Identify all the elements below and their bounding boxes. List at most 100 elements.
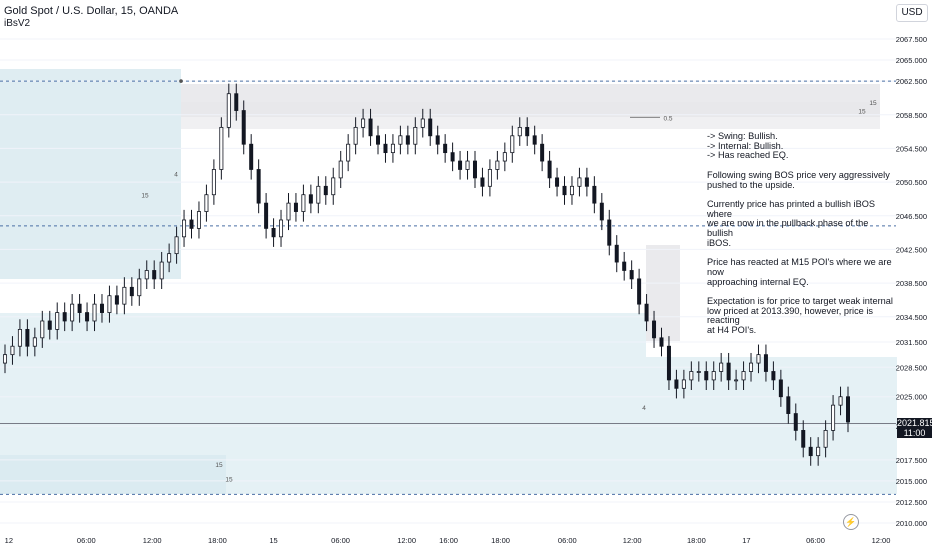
candle-down <box>458 160 463 170</box>
candle-down <box>525 126 530 137</box>
candle-down <box>771 371 776 381</box>
y-tick-label: 2058.500 <box>896 111 927 120</box>
candle-up <box>413 126 418 145</box>
candle-down <box>562 185 567 196</box>
candle-down <box>801 430 806 448</box>
candle-down <box>793 413 798 431</box>
candle-down <box>256 169 261 204</box>
candle-down <box>592 185 597 204</box>
x-tick-label: 18:00 <box>208 536 227 545</box>
currency-button[interactable]: USD <box>896 4 928 22</box>
y-tick-label: 2031.500 <box>896 338 927 347</box>
candle-down <box>644 303 649 322</box>
candle-up <box>137 278 142 297</box>
candle-up <box>353 126 358 145</box>
y-axis: 2010.0002012.5002015.0002017.5002021.500… <box>896 0 932 550</box>
lightning-icon[interactable]: ⚡ <box>843 514 859 530</box>
candle-down <box>846 396 851 423</box>
y-tick-label: 2054.500 <box>896 144 927 153</box>
y-tick-label: 2015.000 <box>896 477 927 486</box>
candles-layer <box>3 79 851 466</box>
candle-down <box>622 261 627 271</box>
last-price-time: 11:00 <box>903 428 926 438</box>
candle-down <box>659 337 664 347</box>
analysis-notes: -> Swing: Bullish. -> Internal: Bullish. -… <box>707 131 893 345</box>
zone-label: 15 <box>141 193 149 200</box>
candle-up <box>182 219 187 238</box>
candle-up <box>32 337 37 347</box>
zone-grey-mid <box>181 102 880 129</box>
candle-up <box>55 312 60 330</box>
candle-up <box>569 185 574 196</box>
candle-up <box>719 362 724 372</box>
candle-up <box>301 194 306 212</box>
candle-down <box>85 312 90 322</box>
note-paragraph: Currently price has printed a bullish iB… <box>707 199 893 249</box>
candle-down <box>614 244 619 263</box>
candle-up <box>167 253 172 263</box>
candle-up <box>502 152 507 162</box>
candle-down <box>323 185 328 196</box>
candle-down <box>264 202 269 229</box>
candle-down <box>62 312 67 322</box>
y-tick-label: 2034.500 <box>896 313 927 322</box>
candle-up <box>510 135 515 154</box>
candle-down <box>249 143 254 170</box>
zone-label: 15 <box>858 109 866 116</box>
y-tick-label: 2050.500 <box>896 178 927 187</box>
note-paragraph: Following swing BOS price very aggressiv… <box>707 169 893 190</box>
note-line: -> Internal: Bullish. <box>707 140 784 151</box>
candle-up <box>316 185 321 204</box>
note-line: low priced at 2013.390, however, price i… <box>707 305 873 326</box>
note-line: we are now in the pullback phase of the … <box>707 218 869 238</box>
y-tick-label: 2042.500 <box>896 245 927 254</box>
last-price-value: 2021.815 <box>897 418 932 428</box>
candle-down <box>443 143 448 154</box>
candle-down <box>47 320 52 330</box>
candle-down <box>428 118 433 137</box>
x-tick-label: 16:00 <box>439 536 458 545</box>
candle-up <box>465 160 470 170</box>
note-line: Following swing BOS price very aggressiv… <box>707 169 890 180</box>
candle-down <box>704 371 709 381</box>
candle-up <box>495 160 500 170</box>
zone-label: 15 <box>215 462 223 469</box>
candle-up <box>420 118 425 128</box>
candle-down <box>152 270 157 280</box>
candle-down <box>435 135 440 145</box>
candle-down <box>189 219 194 229</box>
indicator-label[interactable]: iBsV2 <box>4 18 31 29</box>
candle-up <box>331 177 336 196</box>
y-tick-label: 2067.500 <box>896 35 927 44</box>
candle-up <box>756 354 761 364</box>
candle-up <box>174 236 179 255</box>
candle-down <box>547 160 552 179</box>
candle-up <box>398 135 403 145</box>
candle-up <box>517 126 522 137</box>
candle-down <box>652 320 657 339</box>
y-tick-label: 2038.500 <box>896 279 927 288</box>
candle-up <box>40 320 45 339</box>
candle-down <box>629 270 634 280</box>
y-tick-label: 2012.500 <box>896 498 927 507</box>
candle-up <box>122 286 127 305</box>
candle-up <box>689 371 694 381</box>
candle-up <box>338 160 343 179</box>
x-tick-label: 06:00 <box>558 536 577 545</box>
candle-down <box>368 118 373 137</box>
x-tick-label: 15 <box>269 536 277 545</box>
zone-label: 4 <box>174 172 178 179</box>
y-tick-label: 2065.000 <box>896 56 927 65</box>
x-tick-label: 18:00 <box>491 536 510 545</box>
candle-up <box>711 371 716 381</box>
candle-down <box>599 202 604 221</box>
candle-down <box>293 202 298 212</box>
note-line: iBOS. <box>707 237 731 248</box>
candle-up <box>823 430 828 448</box>
x-tick-label: 12 <box>5 536 13 545</box>
candle-down <box>674 379 679 389</box>
candle-up <box>286 202 291 221</box>
candle-down <box>763 354 768 372</box>
